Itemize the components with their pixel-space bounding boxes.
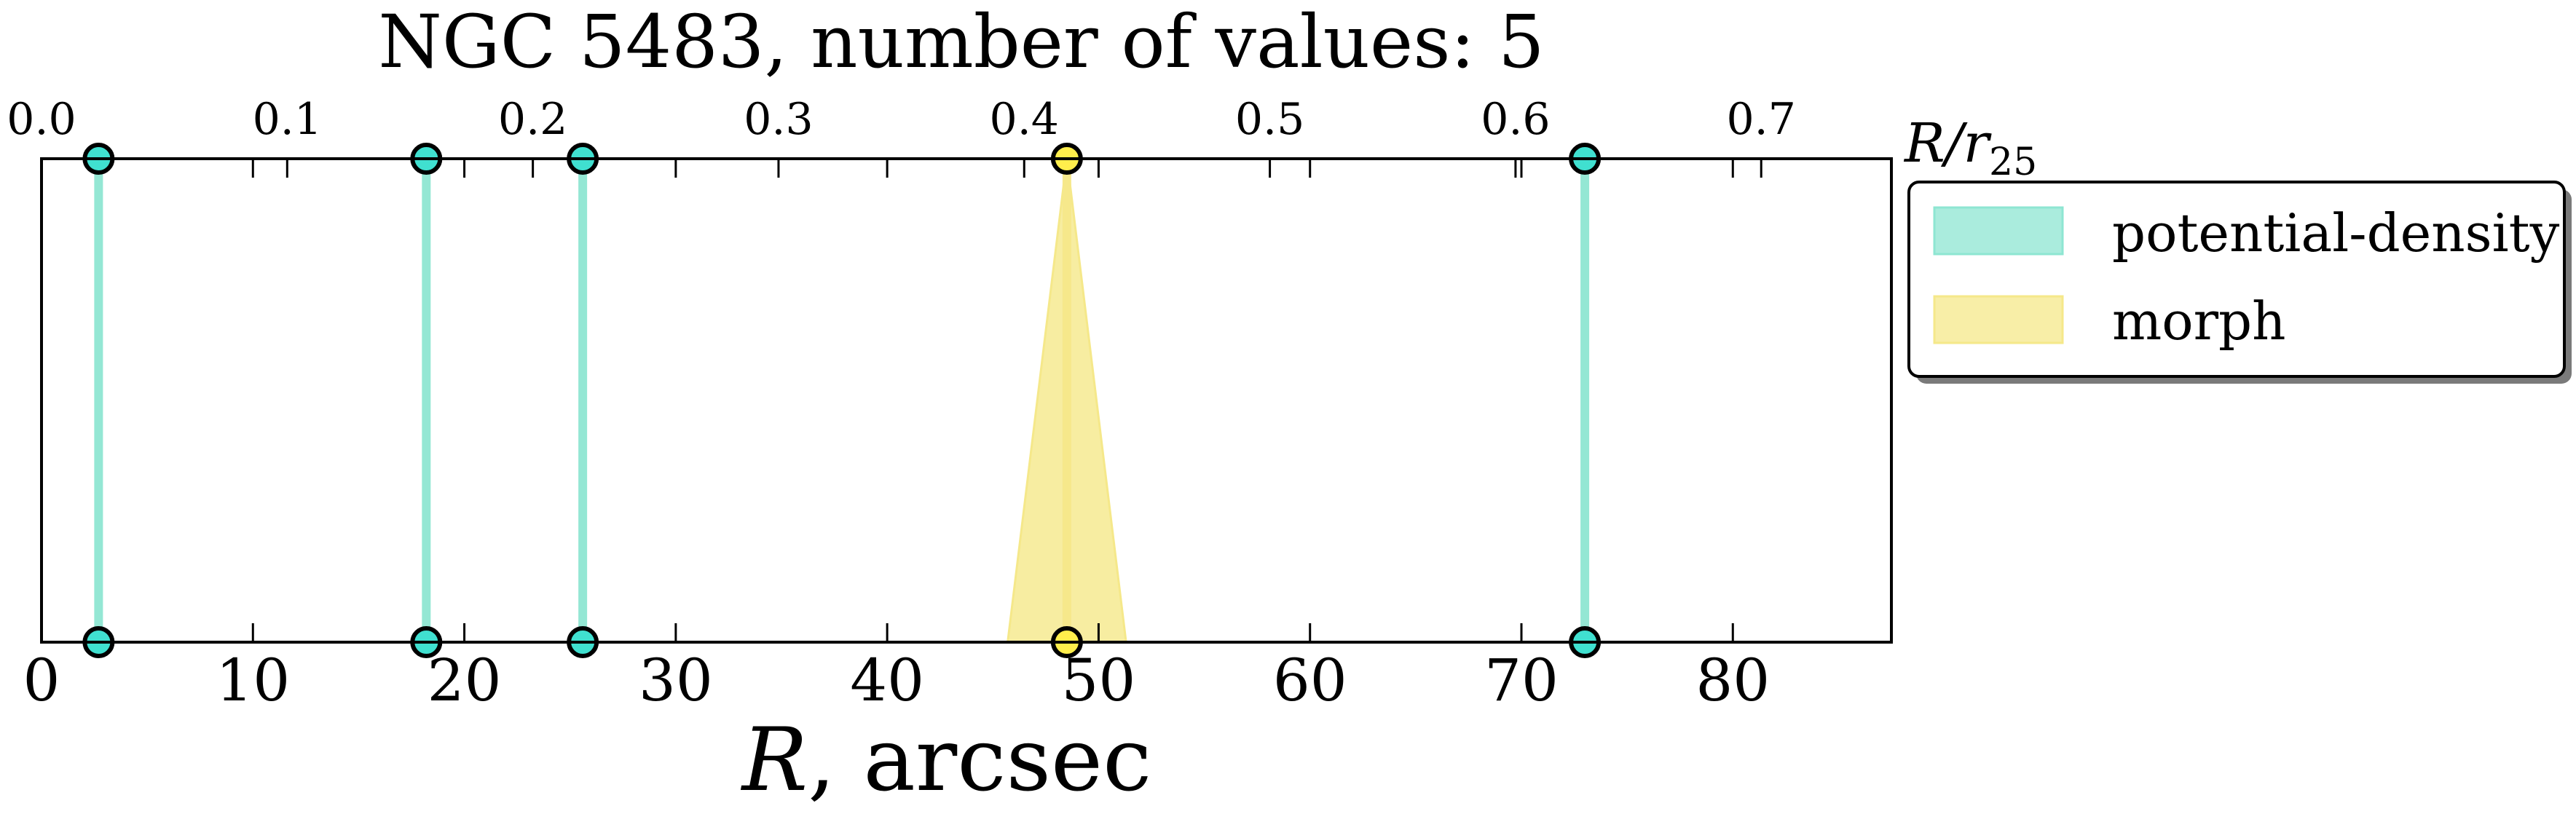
x-tick-label-7: 70 (1484, 647, 1559, 714)
x2-tick-label-0: 0.0 (7, 94, 76, 145)
legend-swatch-morph (1933, 295, 2064, 344)
x2-tick-label-6: 0.6 (1481, 94, 1550, 145)
x-tick-label-6: 60 (1273, 647, 1347, 714)
x-tick-label-5: 50 (1062, 647, 1136, 714)
x2-tick-label-5: 0.5 (1235, 94, 1304, 145)
legend-swatch-potential-density (1933, 206, 2064, 256)
legend-box (1907, 181, 2566, 378)
x2-tick-label-3: 0.3 (744, 94, 813, 145)
x2-tick-label-7: 0.7 (1727, 94, 1796, 145)
x-tick-label-1: 10 (216, 647, 290, 714)
plot-frame (40, 157, 1893, 644)
x-tick-label-8: 80 (1695, 647, 1770, 714)
x-tick-label-0: 0 (23, 647, 60, 714)
x2-axis-label-sub: 25 (1989, 141, 2037, 184)
x-axis-ticks: 0 10 20 30 40 50 60 70 80 (23, 159, 1770, 714)
legend-label-morph: morph (2112, 290, 2286, 352)
x2-tick-label-1: 0.1 (253, 94, 322, 145)
x2-axis-ticks: 0.0 0.1 0.2 0.3 0.4 0.5 0.6 0.7 (7, 94, 1796, 178)
legend: potential-density morph (1907, 181, 2572, 384)
x2-axis-label: R/r25 (1903, 112, 2037, 184)
x-axis-label-rest: , arcsec (808, 710, 1151, 811)
x-axis-label: R, arcsec (741, 710, 1152, 811)
legend-label-potential-density: potential-density (2112, 202, 2560, 264)
x-axis-label-main: R (741, 710, 808, 811)
x-tick-label-4: 40 (850, 647, 924, 714)
x-tick-label-2: 20 (428, 647, 502, 714)
chart-title: NGC 5483, number of values: 5 (378, 0, 1544, 84)
x2-axis-label-main: R/r (1903, 112, 1993, 175)
x2-tick-label-2: 0.2 (498, 94, 567, 145)
x-tick-label-3: 30 (639, 647, 713, 714)
x2-tick-label-4: 0.4 (990, 94, 1059, 145)
